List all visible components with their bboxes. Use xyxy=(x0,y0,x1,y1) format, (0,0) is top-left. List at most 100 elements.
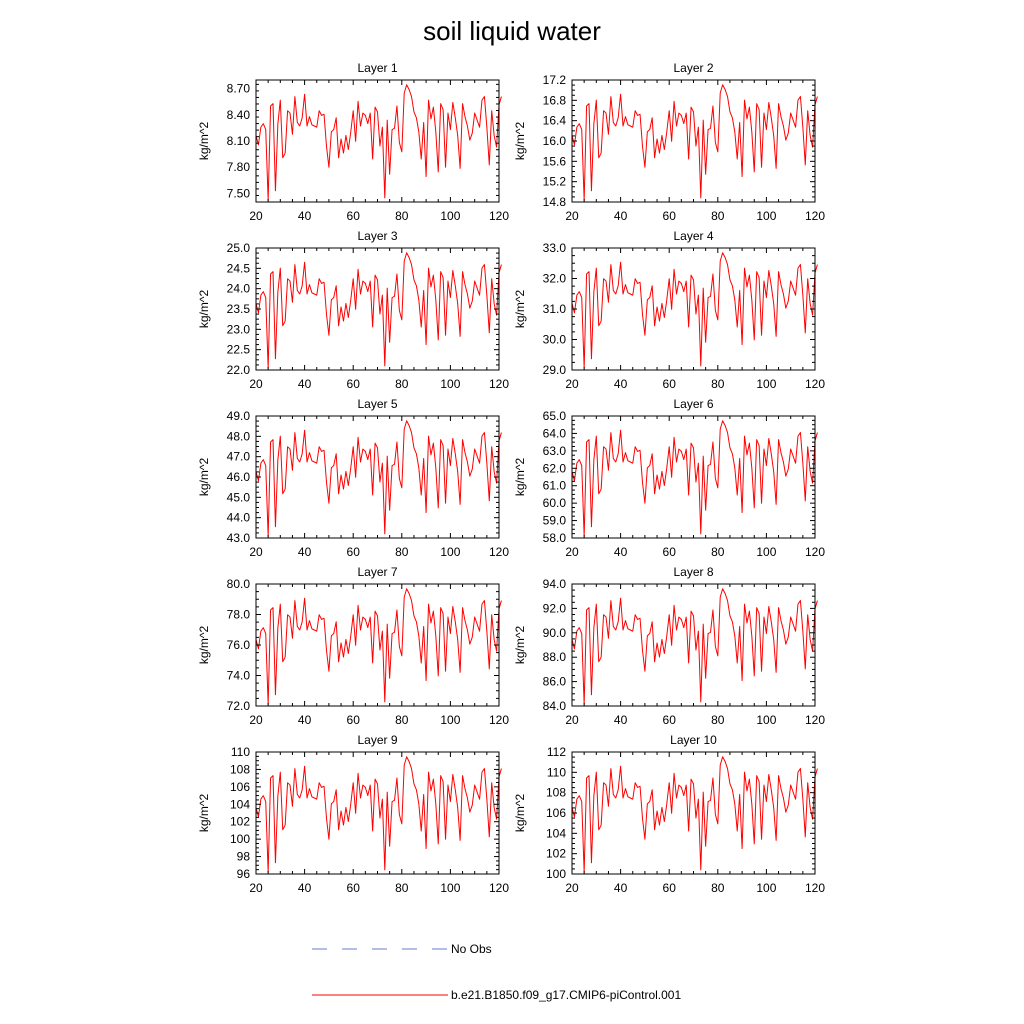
series-line xyxy=(255,756,502,873)
x-tick-label: 20 xyxy=(249,881,263,895)
y-tick-label: 110 xyxy=(547,765,566,779)
y-tick-label: 74.0 xyxy=(227,669,251,683)
panel-layer-7: Layer 7 20 40 60 80 100 120 72.0 74.0 76.0 78.0 80.… xyxy=(197,565,509,727)
y-tick-label: 58.0 xyxy=(543,531,567,545)
x-tick-label: 60 xyxy=(663,881,677,895)
x-tick-label: 120 xyxy=(805,713,825,727)
panel-title: Layer 7 xyxy=(357,565,397,579)
y-tick-label: 16.8 xyxy=(543,93,567,107)
series-line xyxy=(255,420,502,537)
legend-label: No Obs xyxy=(451,942,492,956)
x-tick-label: 40 xyxy=(614,377,628,391)
x-tick-label: 80 xyxy=(711,209,725,223)
y-axis-label: kg/m^2 xyxy=(197,290,211,329)
x-tick-label: 60 xyxy=(347,377,361,391)
y-axis-label: kg/m^2 xyxy=(513,794,527,833)
x-tick-label: 40 xyxy=(298,377,312,391)
x-tick-label: 40 xyxy=(614,881,628,895)
x-tick-label: 40 xyxy=(614,209,628,223)
y-tick-label: 104 xyxy=(230,797,250,811)
y-tick-label: 22.0 xyxy=(227,363,251,377)
x-tick-label: 120 xyxy=(805,209,825,223)
x-tick-label: 100 xyxy=(440,545,460,559)
x-tick-label: 20 xyxy=(249,713,263,727)
y-tick-label: 96 xyxy=(237,867,251,881)
panel-title: Layer 4 xyxy=(673,229,713,243)
y-tick-label: 100 xyxy=(230,832,250,846)
x-tick-label: 100 xyxy=(440,881,460,895)
x-tick-label: 40 xyxy=(298,545,312,559)
x-tick-label: 80 xyxy=(711,713,725,727)
y-axis-label: kg/m^2 xyxy=(513,626,527,665)
legend-label: b.e21.B1850.f09_g17.CMIP6-piControl.001 xyxy=(451,988,681,1002)
y-tick-label: 31.0 xyxy=(543,302,567,316)
y-axis-label: kg/m^2 xyxy=(513,122,527,161)
y-tick-label: 47.0 xyxy=(227,450,251,464)
y-tick-label: 90.0 xyxy=(543,626,567,640)
y-tick-label: 8.70 xyxy=(227,82,251,96)
y-tick-label: 94.0 xyxy=(543,577,567,591)
y-tick-label: 98 xyxy=(237,850,251,864)
y-tick-label: 8.40 xyxy=(227,108,251,122)
y-tick-label: 15.6 xyxy=(543,154,567,168)
y-tick-label: 86.0 xyxy=(543,675,567,689)
x-tick-label: 80 xyxy=(395,881,409,895)
y-tick-label: 108 xyxy=(230,762,250,776)
x-tick-label: 60 xyxy=(347,713,361,727)
x-tick-label: 60 xyxy=(663,545,677,559)
x-tick-label: 60 xyxy=(663,713,677,727)
panel-title: Layer 3 xyxy=(357,229,397,243)
x-tick-label: 40 xyxy=(298,713,312,727)
series-line xyxy=(255,252,502,369)
series-line xyxy=(571,84,818,201)
y-axis-label: kg/m^2 xyxy=(197,458,211,497)
y-axis-label: kg/m^2 xyxy=(513,290,527,329)
y-tick-label: 16.0 xyxy=(543,134,567,148)
y-tick-label: 7.50 xyxy=(227,186,251,200)
x-tick-label: 80 xyxy=(395,545,409,559)
y-tick-label: 112 xyxy=(547,745,566,759)
panel-layer-8: Layer 8 20 40 60 80 100 120 84.0 86.0 88.0 90.0 92.… xyxy=(513,565,825,727)
y-tick-label: 106 xyxy=(546,806,566,820)
x-tick-label: 40 xyxy=(614,545,628,559)
y-tick-label: 63.0 xyxy=(543,444,567,458)
x-tick-label: 20 xyxy=(249,377,263,391)
x-tick-label: 20 xyxy=(565,881,579,895)
y-tick-label: 33.0 xyxy=(543,241,567,255)
x-tick-label: 80 xyxy=(711,881,725,895)
plot-frame xyxy=(571,247,816,371)
x-tick-label: 120 xyxy=(805,545,825,559)
legend: No Obs b.e21.B1850.f09_g17.CMIP6-piContro… xyxy=(312,942,681,1002)
y-tick-label: 45.0 xyxy=(227,490,251,504)
legend-item: No Obs xyxy=(312,942,492,956)
x-tick-label: 60 xyxy=(663,377,677,391)
y-tick-label: 49.0 xyxy=(227,409,251,423)
x-tick-label: 100 xyxy=(756,209,776,223)
y-tick-label: 106 xyxy=(230,780,250,794)
x-tick-label: 80 xyxy=(711,377,725,391)
y-tick-label: 15.2 xyxy=(543,175,567,189)
panel-layer-4: Layer 4 20 40 60 80 100 120 29.0 30.0 31.0 32.0 33.… xyxy=(513,229,825,391)
x-tick-label: 40 xyxy=(298,881,312,895)
y-tick-label: 14.8 xyxy=(543,195,567,209)
y-tick-label: 24.0 xyxy=(227,282,251,296)
y-tick-label: 64.0 xyxy=(543,426,567,440)
y-tick-label: 44.0 xyxy=(227,511,251,525)
x-tick-label: 120 xyxy=(805,881,825,895)
y-tick-label: 59.0 xyxy=(543,514,567,528)
x-tick-label: 60 xyxy=(347,209,361,223)
y-tick-label: 16.4 xyxy=(543,114,567,128)
y-tick-label: 65.0 xyxy=(543,409,567,423)
y-tick-label: 104 xyxy=(546,826,566,840)
x-tick-label: 40 xyxy=(298,209,312,223)
x-tick-label: 20 xyxy=(565,209,579,223)
y-tick-label: 78.0 xyxy=(227,608,251,622)
panel-layer-2: Layer 2 20 40 60 80 100 120 14.8 15.2 15.6 16.0 16.… xyxy=(513,61,825,223)
y-tick-label: 46.0 xyxy=(227,470,251,484)
x-tick-label: 20 xyxy=(249,209,263,223)
series-line xyxy=(255,588,502,705)
y-tick-label: 88.0 xyxy=(543,650,567,664)
plot-frame xyxy=(571,415,816,539)
panel-title: Layer 2 xyxy=(673,61,713,75)
y-tick-label: 24.5 xyxy=(227,261,251,275)
